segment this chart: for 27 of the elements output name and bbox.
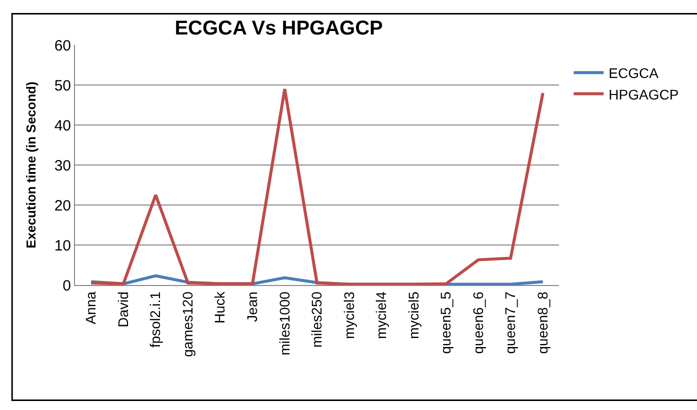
line-series — [90, 88, 544, 285]
y-tick-label: 20 — [54, 197, 71, 214]
legend-label: ECGCA — [608, 65, 660, 82]
x-tick-label: fpsol2.i.1 — [147, 291, 164, 348]
x-tick-label: myciel5 — [405, 291, 422, 340]
y-tick-label: 10 — [54, 237, 71, 254]
x-tick-label: Huck — [212, 290, 228, 324]
chart-title: ECGCA Vs HPGAGCP — [174, 18, 383, 40]
x-tick-label: myciel3 — [340, 291, 357, 340]
legend-label: HPGAGCP — [608, 86, 679, 102]
y-axis-title: Execution time (in Second) — [23, 82, 38, 248]
x-tick-label: David — [114, 292, 131, 328]
x-tick-label: games120 — [179, 291, 196, 357]
y-tick-label: 60 — [54, 37, 71, 54]
x-tick-label: miles1000 — [276, 291, 292, 356]
x-tick-label: Anna — [82, 291, 99, 324]
x-tick-label: queen5_5 — [438, 291, 454, 354]
y-tick-label: 40 — [54, 117, 71, 134]
x-tick-label: queen7_7 — [502, 291, 518, 354]
x-tick-label: myciel4 — [373, 291, 390, 340]
y-tick-label: 30 — [54, 157, 71, 174]
y-tick-label: 0 — [62, 277, 71, 294]
x-tick-label: Jean — [244, 292, 260, 322]
x-tick-label: queen6_6 — [470, 291, 486, 354]
x-tick-label: miles250 — [308, 291, 325, 348]
x-tick-label: queen8_8 — [534, 291, 550, 354]
y-tick-label: 50 — [54, 77, 71, 94]
